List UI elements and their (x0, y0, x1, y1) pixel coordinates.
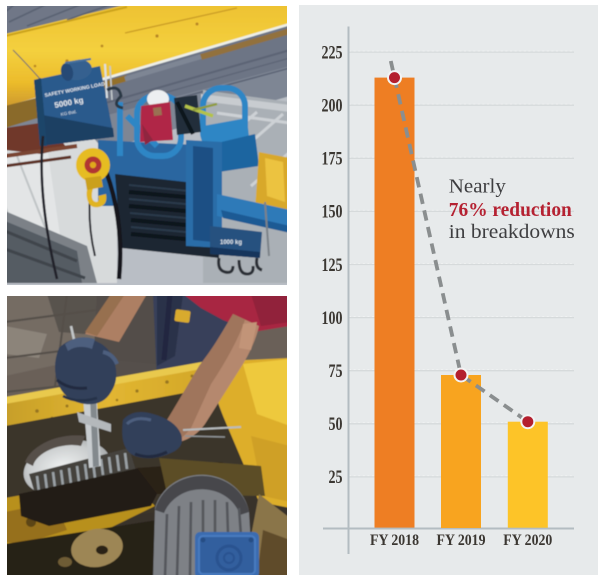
svg-text:75: 75 (329, 361, 343, 382)
svg-text:175: 175 (322, 149, 343, 170)
svg-text:50: 50 (329, 414, 343, 435)
svg-text:1000 kg: 1000 kg (220, 240, 242, 246)
svg-text:FY 2020: FY 2020 (503, 532, 552, 549)
svg-text:KG thal.: KG thal. (60, 109, 77, 117)
svg-text:200: 200 (322, 96, 343, 117)
svg-text:225: 225 (322, 42, 343, 63)
svg-text:in breakdowns: in breakdowns (449, 221, 575, 243)
svg-text:100: 100 (322, 308, 343, 329)
svg-text:125: 125 (322, 255, 343, 276)
svg-text:FY 2018: FY 2018 (370, 532, 419, 549)
svg-text:76% reduction: 76% reduction (449, 199, 573, 221)
svg-text:150: 150 (322, 202, 343, 223)
svg-text:FY 2019: FY 2019 (437, 532, 486, 549)
svg-text:25: 25 (329, 467, 343, 488)
svg-text:Nearly: Nearly (449, 176, 507, 198)
